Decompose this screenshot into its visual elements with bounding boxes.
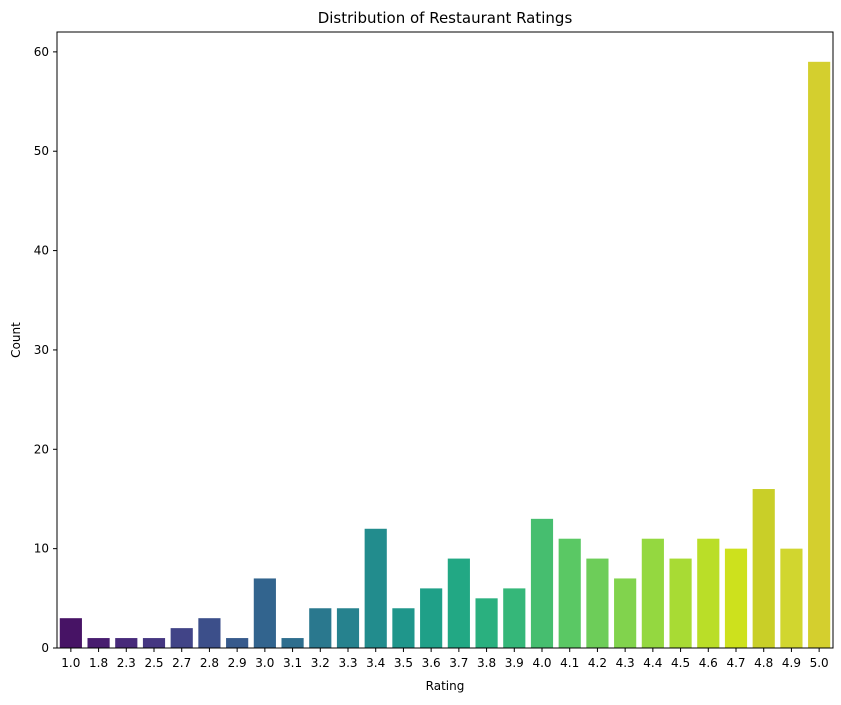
x-tick-label-3.9: 3.9 — [505, 656, 524, 670]
x-tick-label-3.2: 3.2 — [311, 656, 330, 670]
y-tick-label-30: 30 — [34, 343, 49, 357]
bar-4.2 — [586, 558, 609, 648]
bars-group — [59, 61, 831, 649]
y-axis: 0 10 20 30 40 50 60 — [34, 45, 57, 655]
bar-3.0 — [253, 578, 276, 648]
bar-3.8 — [475, 598, 498, 648]
y-tick-label-20: 20 — [34, 442, 49, 456]
x-tick-label-2.3: 2.3 — [117, 656, 136, 670]
chart-title: Distribution of Restaurant Ratings — [318, 9, 573, 27]
x-tick-label-5.0: 5.0 — [810, 656, 829, 670]
bar-2.7 — [170, 628, 193, 648]
bar-4.5 — [669, 558, 692, 648]
x-tick-label-4.2: 4.2 — [588, 656, 607, 670]
bar-2.3 — [115, 638, 138, 648]
bar-3.7 — [447, 558, 470, 648]
x-tick-label-4.3: 4.3 — [616, 656, 635, 670]
x-tick-label-3.4: 3.4 — [366, 656, 385, 670]
x-axis-label: Rating — [426, 679, 465, 693]
bar-3.2 — [309, 608, 332, 648]
x-tick-label-3.5: 3.5 — [394, 656, 413, 670]
x-tick-label-3.1: 3.1 — [283, 656, 302, 670]
bar-4.6 — [697, 538, 720, 648]
x-tick-label-4.7: 4.7 — [726, 656, 745, 670]
x-tick-label-2.9: 2.9 — [228, 656, 247, 670]
bar-5.0 — [808, 61, 831, 649]
x-tick-label-2.5: 2.5 — [144, 656, 163, 670]
bar-3.5 — [392, 608, 415, 648]
x-axis: 1.0 1.8 2.3 2.5 2.7 2.8 2.9 3.0 3.1 3.2 3.3 3.4 3.5 3… — [61, 648, 829, 670]
bar-3.3 — [336, 608, 360, 648]
bar-4.0 — [530, 518, 554, 648]
x-tick-label-3.0: 3.0 — [255, 656, 274, 670]
y-tick-label-0: 0 — [41, 641, 49, 655]
y-tick-label-60: 60 — [34, 45, 49, 59]
x-tick-label-1.8: 1.8 — [89, 656, 108, 670]
x-tick-label-3.3: 3.3 — [338, 656, 357, 670]
x-tick-label-4.4: 4.4 — [643, 656, 662, 670]
y-tick-label-50: 50 — [34, 144, 49, 158]
bar-3.4 — [364, 528, 387, 648]
x-tick-label-3.6: 3.6 — [422, 656, 441, 670]
bar-4.3 — [614, 578, 637, 648]
bar-1.8 — [87, 638, 110, 648]
plot-frame — [56, 31, 834, 649]
x-tick-label-4.8: 4.8 — [754, 656, 773, 670]
bar-4.8 — [752, 489, 775, 648]
x-tick-label-3.7: 3.7 — [449, 656, 468, 670]
x-tick-label-2.7: 2.7 — [172, 656, 191, 670]
x-tick-label-4.6: 4.6 — [699, 656, 718, 670]
x-tick-label-2.8: 2.8 — [200, 656, 219, 670]
y-tick-label-10: 10 — [34, 542, 49, 556]
x-tick-label-4.1: 4.1 — [560, 656, 579, 670]
bar-3.6 — [420, 588, 443, 648]
bar-3.9 — [503, 588, 526, 648]
x-tick-label-4.9: 4.9 — [782, 656, 801, 670]
bar-4.4 — [641, 538, 664, 648]
x-tick-label-4.5: 4.5 — [671, 656, 690, 670]
bar-1.0 — [59, 618, 82, 648]
bar-3.1 — [281, 638, 304, 648]
bar-2.9 — [226, 638, 249, 648]
bar-4.7 — [724, 548, 748, 648]
x-tick-label-1.0: 1.0 — [61, 656, 80, 670]
bar-2.5 — [142, 638, 166, 648]
bar-4.9 — [780, 548, 803, 648]
x-tick-label-4.0: 4.0 — [532, 656, 551, 670]
y-axis-label: Count — [9, 322, 23, 358]
bar-2.8 — [198, 618, 221, 648]
x-tick-label-3.8: 3.8 — [477, 656, 496, 670]
y-tick-label-40: 40 — [34, 244, 49, 258]
bar-4.1 — [558, 538, 581, 648]
